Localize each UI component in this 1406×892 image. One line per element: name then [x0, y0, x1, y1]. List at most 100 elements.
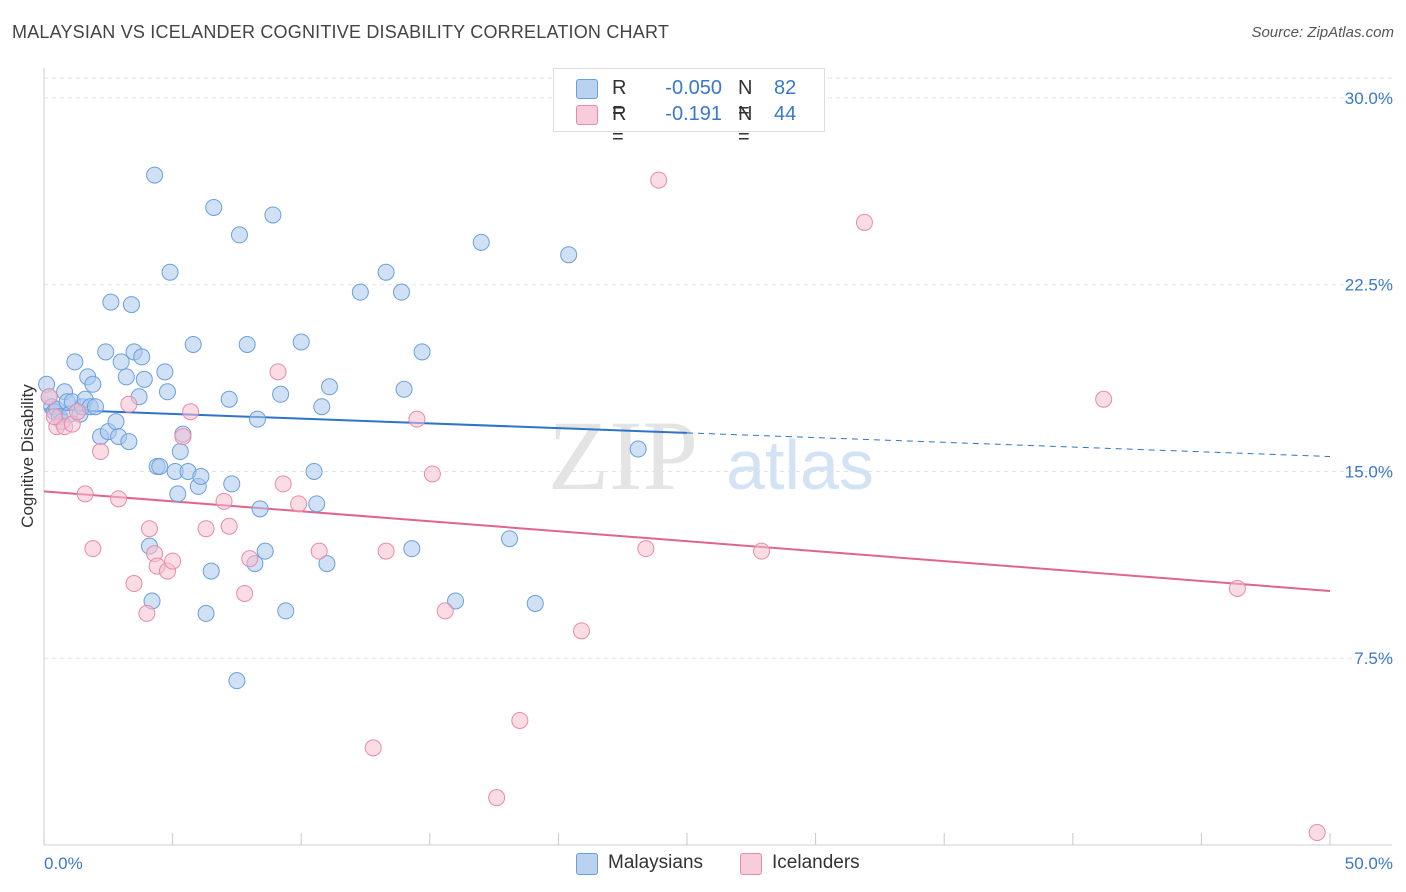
point-icelander	[377, 542, 395, 560]
point-icelander	[274, 475, 292, 493]
point-malaysian	[501, 530, 519, 548]
point-malaysian	[305, 462, 323, 480]
point-icelander	[120, 395, 138, 413]
point-malaysian	[264, 206, 282, 224]
legend-n-label: N =	[738, 103, 753, 148]
chart-title: MALAYSIAN VS ICELANDER COGNITIVE DISABIL…	[12, 22, 670, 42]
legend-swatch-blue	[576, 79, 598, 99]
point-icelander	[76, 485, 94, 503]
point-icelander	[45, 408, 63, 426]
point-malaysian	[107, 413, 125, 431]
point-malaysian	[171, 443, 189, 461]
point-icelander	[310, 542, 328, 560]
point-icelander	[650, 171, 668, 189]
y-tick-label: 22.5%	[1345, 276, 1393, 295]
point-malaysian	[256, 542, 274, 560]
legend-n-label: N =	[738, 77, 753, 122]
legend-r-label: R =	[612, 103, 627, 148]
legend-r-value: -0.191	[665, 103, 722, 125]
point-malaysian	[197, 604, 215, 622]
x-tick-label: 50.0%	[1345, 854, 1393, 873]
legend-label-icelanders: Icelanders	[772, 852, 860, 873]
point-icelander	[1228, 580, 1246, 598]
trend-line-malaysians	[43, 408, 688, 434]
point-malaysian	[223, 475, 241, 493]
point-malaysian	[413, 343, 431, 361]
point-malaysian	[122, 296, 140, 314]
legend-swatch-pink	[740, 853, 762, 875]
point-malaysian	[351, 283, 369, 301]
point-icelander	[753, 542, 771, 560]
point-malaysian	[320, 378, 338, 396]
point-malaysian	[133, 348, 151, 366]
legend-swatch-blue	[576, 853, 598, 875]
watermark-atlas: atlas	[726, 426, 874, 504]
point-icelander	[125, 575, 143, 593]
point-icelander	[197, 520, 215, 538]
point-malaysian	[238, 335, 256, 353]
point-malaysian	[158, 383, 176, 401]
point-malaysian	[146, 166, 164, 184]
point-malaysian	[102, 293, 120, 311]
point-malaysian	[97, 343, 115, 361]
watermark: ZIP atlas	[548, 400, 874, 511]
point-malaysian	[66, 353, 84, 371]
point-malaysian	[184, 335, 202, 353]
data-points	[38, 166, 1326, 842]
point-malaysian	[248, 410, 266, 428]
legend-swatch-pink	[576, 105, 598, 125]
x-tick-label: 0.0%	[44, 854, 83, 873]
point-icelander	[164, 552, 182, 570]
y-axis-label: Cognitive Disability	[18, 384, 37, 528]
point-icelander	[182, 403, 200, 421]
point-icelander	[84, 540, 102, 558]
y-tick-label: 30.0%	[1345, 89, 1393, 108]
point-malaysian	[205, 198, 223, 216]
point-icelander	[140, 520, 158, 538]
legend-n-value: 82	[774, 77, 797, 99]
point-malaysian	[277, 602, 295, 620]
point-icelander	[423, 465, 441, 483]
point-malaysian	[230, 226, 248, 244]
grid-lines	[44, 77, 1392, 659]
point-malaysian	[447, 592, 465, 610]
source-label: Source: ZipAtlas.com	[1251, 24, 1394, 41]
axes	[43, 68, 1392, 846]
point-icelander	[40, 388, 58, 406]
trend-line-malaysians-extension	[686, 432, 1331, 458]
point-malaysian	[251, 500, 269, 518]
point-icelander	[573, 622, 591, 640]
point-malaysian	[629, 440, 647, 458]
point-malaysian	[272, 385, 290, 403]
point-malaysian	[151, 457, 169, 475]
point-icelander	[364, 739, 382, 757]
point-icelander	[1095, 390, 1113, 408]
point-malaysian	[117, 368, 135, 386]
point-icelander	[290, 495, 308, 513]
point-malaysian	[161, 263, 179, 281]
legend-r-label: R =	[612, 77, 627, 122]
point-icelander	[241, 550, 259, 568]
point-icelander	[855, 213, 873, 231]
point-malaysian	[393, 283, 411, 301]
point-malaysian	[560, 246, 578, 264]
point-malaysian	[112, 353, 130, 371]
point-icelander	[436, 602, 454, 620]
point-malaysian	[156, 363, 174, 381]
correlation-legend: R = -0.050 N = 82 R = -0.191 N = 44	[553, 68, 825, 148]
point-icelander	[408, 410, 426, 428]
point-malaysian	[526, 594, 544, 612]
y-tick-label: 15.0%	[1345, 462, 1393, 481]
point-icelander	[215, 492, 233, 510]
point-malaysian	[377, 263, 395, 281]
point-malaysian	[220, 390, 238, 408]
point-icelander	[511, 711, 529, 729]
point-malaysian	[308, 495, 326, 513]
point-malaysian	[318, 555, 336, 573]
point-icelander	[174, 428, 192, 446]
point-malaysian	[135, 370, 153, 388]
watermark-zip: ZIP	[548, 400, 698, 511]
tick-labels: 7.5% 15.0% 22.5% 30.0% 0.0% 50.0%	[44, 89, 1393, 873]
legend-n-value: 44	[774, 103, 797, 125]
